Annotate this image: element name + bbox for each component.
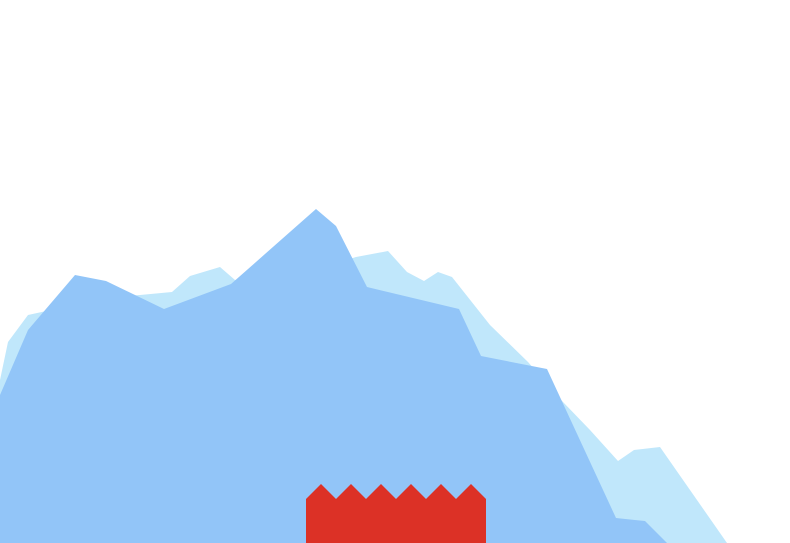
front-mountain-range xyxy=(0,209,667,543)
red-castle-wall xyxy=(306,484,486,543)
